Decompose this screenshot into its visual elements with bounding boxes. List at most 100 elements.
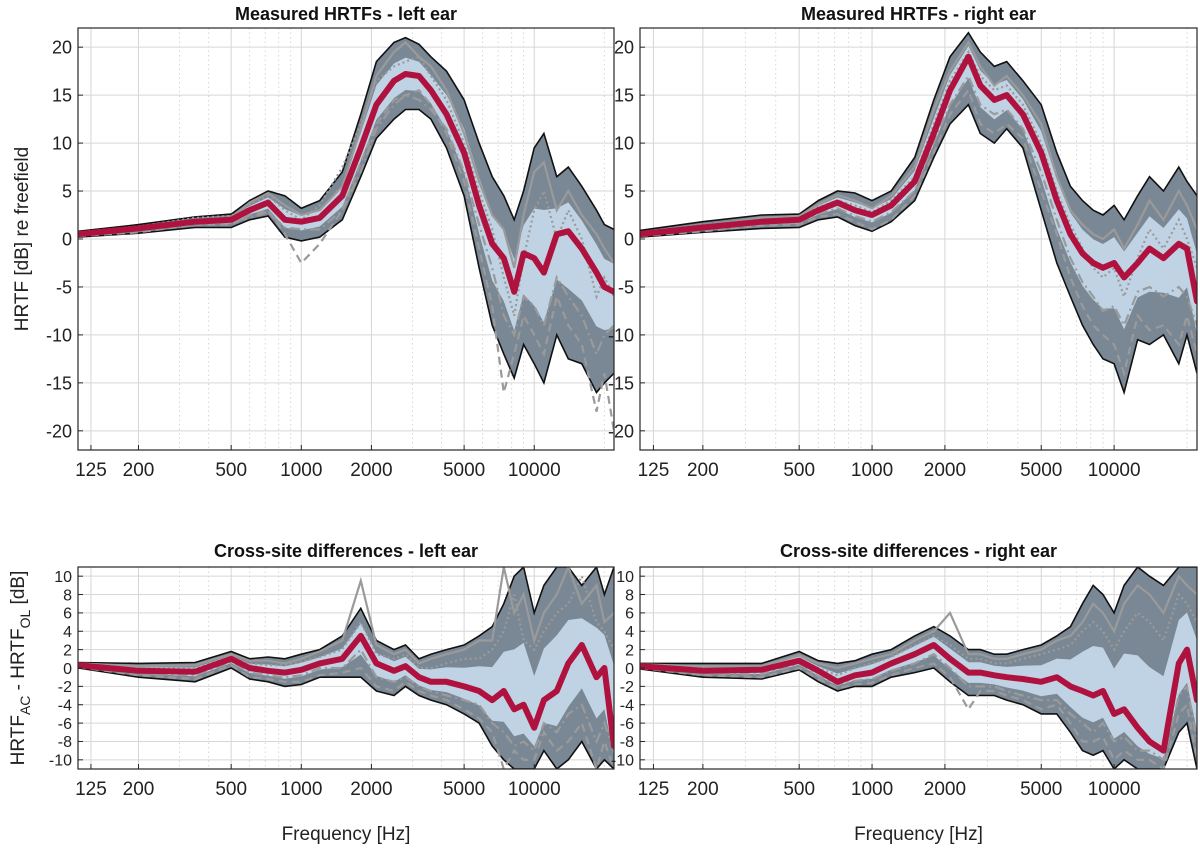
chart-panel-diff-left: 125 200 500 1000 2000 5000 10000 -10 -8-6 -4-20 24…	[8, 541, 615, 845]
y-tick-label: 20	[52, 38, 72, 58]
y-tick-label: -15	[46, 373, 72, 393]
series-lower-envelope	[640, 103, 1197, 396]
y-axis-label-part: OL	[17, 610, 33, 629]
envelope-band	[640, 32, 1197, 393]
series-individual-4	[78, 93, 614, 358]
y-tick-label: 4	[625, 624, 634, 641]
y-tick-label: 6	[625, 606, 634, 623]
y-tick-label: 5	[624, 182, 634, 202]
x-tick-label: 2000	[924, 460, 966, 481]
y-tick-label: -2	[620, 679, 634, 696]
series-individual-2	[640, 88, 1197, 378]
y-axis-label-part: AC	[17, 696, 33, 715]
y-axis-label-part: [dB]	[8, 571, 29, 610]
series-individual-2	[78, 663, 614, 769]
y-tick-label: 10	[616, 569, 634, 586]
x-tick-label: 5000	[443, 779, 485, 800]
series-upper-envelope	[640, 31, 1197, 232]
y-tick-label: -2	[58, 679, 72, 696]
x-tick-label: 2000	[350, 779, 392, 800]
plot-content	[640, 567, 1197, 769]
x-tick-label: 2000	[924, 779, 966, 800]
y-tick-label: 8	[625, 587, 634, 604]
series-individual-2	[640, 662, 1197, 769]
series-upper-envelope	[78, 567, 614, 665]
y-tick-label: 2	[625, 642, 634, 659]
chart-title: Measured HRTFs - right ear	[801, 4, 1036, 24]
series-lower-envelope	[78, 667, 614, 769]
x-tick-label: 500	[215, 779, 247, 800]
y-tick-label: -10	[49, 753, 72, 770]
x-tick-label: 5000	[1020, 779, 1062, 800]
x-tick-label: 200	[123, 460, 155, 481]
y-tick-label: 0	[62, 229, 72, 249]
x-axis-label: Frequency [Hz]	[854, 824, 983, 845]
y-tick-label: -4	[58, 697, 72, 714]
envelope-band	[78, 37, 614, 393]
y-tick-label: -20	[46, 421, 72, 441]
x-tick-label: 200	[687, 460, 719, 481]
chart-title: Measured HRTFs - left ear	[235, 4, 457, 24]
y-tick-label: -20	[608, 421, 634, 441]
series-mean	[640, 53, 1197, 305]
y-tick-label: -8	[620, 734, 634, 751]
series-individual-1	[78, 567, 614, 668]
x-tick-label: 125	[75, 779, 107, 800]
plot-content	[78, 567, 614, 769]
chart-panel-hrtf-left: 125 200 500 1000 2000 5000 10000 -20 -15 -10 -5 0 5 1…	[12, 4, 615, 481]
y-tick-label: 15	[614, 86, 634, 106]
y-tick-label: -15	[608, 373, 634, 393]
x-tick-label: 1000	[280, 779, 322, 800]
x-tick-label: 10000	[508, 460, 561, 481]
y-tick-label: 4	[63, 624, 72, 641]
x-tick-label: 500	[783, 779, 815, 800]
y-tick-label: 10	[54, 569, 72, 586]
y-tick-label: -5	[56, 277, 72, 297]
y-tick-label: -5	[618, 277, 634, 297]
y-tick-label: 10	[614, 134, 634, 154]
series-individual-1	[78, 40, 614, 269]
x-tick-label: 1000	[851, 779, 893, 800]
x-tick-label: 10000	[508, 779, 561, 800]
grid-lines	[640, 28, 1197, 450]
y-tick-label: 6	[63, 606, 72, 623]
x-tick-label: 1000	[851, 460, 893, 481]
x-axis-label: Frequency [Hz]	[282, 824, 411, 845]
series-individual-4	[640, 73, 1197, 328]
y-tick-label: 2	[63, 642, 72, 659]
y-tick-label: -10	[46, 325, 72, 345]
y-tick-label: -10	[608, 325, 634, 345]
y-axis-label: HRTFAC - HRTFOL [dB]	[8, 571, 33, 766]
y-tick-label: -10	[611, 753, 634, 770]
plot-content	[78, 36, 614, 431]
x-tick-label: 10000	[1088, 779, 1141, 800]
series-individual-1	[640, 574, 1197, 670]
interquartile-band	[640, 612, 1197, 759]
chart-panel-diff-right: 125 200 500 1000 2000 5000 10000 -10 -8-6 -4-20 24…	[611, 541, 1198, 845]
x-tick-label: 2000	[350, 460, 392, 481]
series-mean	[78, 632, 614, 749]
y-tick-label: -8	[58, 734, 72, 751]
plot-content	[640, 31, 1197, 396]
y-tick-label: -6	[58, 716, 72, 733]
x-tick-label: 1000	[280, 460, 322, 481]
series-individual-1	[640, 40, 1197, 251]
tick-labels: 125 200 500 1000 2000 5000 10000 -10 -8-6 -4-20 24…	[49, 569, 561, 800]
chart-panel-hrtf-right: 125 200 500 1000 2000 5000 10000 -20 -15 -10 -5 0 5 1…	[608, 4, 1198, 481]
y-tick-label: 20	[614, 38, 634, 58]
y-tick-label: 15	[52, 86, 72, 106]
series-individual-3	[640, 49, 1197, 300]
x-tick-label: 10000	[1088, 460, 1141, 481]
series-lower-envelope	[78, 108, 614, 394]
x-tick-label: 200	[687, 779, 719, 800]
series-mean	[640, 642, 1197, 754]
series-upper-envelope	[78, 36, 614, 233]
x-tick-label: 125	[75, 460, 107, 481]
x-tick-label: 500	[215, 460, 247, 481]
chart-title: Cross-site differences - left ear	[214, 541, 478, 561]
chart-title: Cross-site differences - right ear	[780, 541, 1057, 561]
y-tick-label: 0	[63, 661, 72, 678]
x-tick-label: 5000	[443, 460, 485, 481]
y-tick-label: 0	[624, 229, 634, 249]
interquartile-band	[78, 618, 614, 757]
